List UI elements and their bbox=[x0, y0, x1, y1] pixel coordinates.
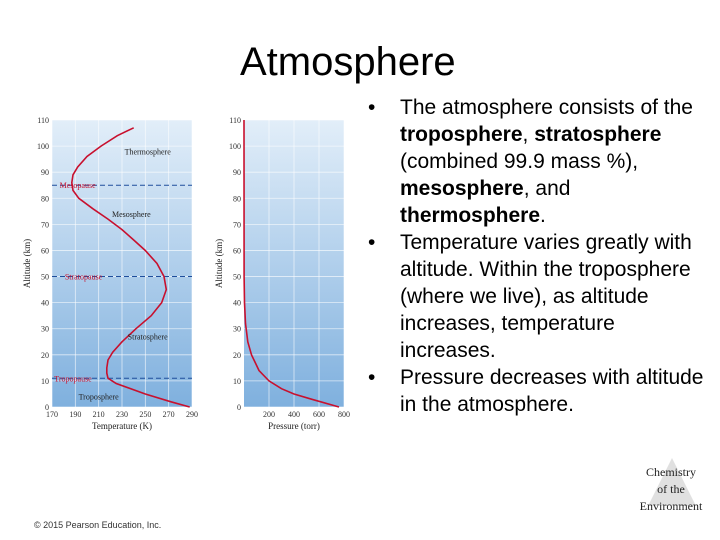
bullet-dot-icon: • bbox=[368, 231, 376, 254]
bullet-item: • The atmosphere consists of the troposph… bbox=[368, 94, 713, 229]
x-tick-label: 250 bbox=[139, 410, 151, 419]
y-tick-label: 70 bbox=[233, 220, 241, 229]
x-tick-label: 290 bbox=[186, 410, 198, 419]
y-tick-label: 30 bbox=[41, 325, 49, 334]
x-axis-label: Temperature (K) bbox=[92, 421, 152, 431]
bullet-bold-term: thermosphere bbox=[400, 204, 541, 227]
logo-line-2: of the bbox=[657, 482, 685, 496]
boundary-label: Stratopause bbox=[65, 273, 103, 282]
y-tick-label: 0 bbox=[237, 403, 241, 412]
y-tick-label: 80 bbox=[41, 194, 49, 203]
bullet-text: , bbox=[522, 123, 535, 146]
y-axis-label: Altitude (km) bbox=[22, 239, 32, 288]
bullet-item: • Temperature varies greatly with altitud… bbox=[368, 229, 713, 364]
y-tick-label: 20 bbox=[233, 351, 241, 360]
y-tick-label: 10 bbox=[41, 377, 49, 386]
bullet-bold-term: stratosphere bbox=[534, 123, 662, 146]
bullet-text: (combined 99.9 mass %), bbox=[400, 150, 639, 173]
layer-label: Stratosphere bbox=[128, 333, 168, 342]
bullet-bold-term: troposphere bbox=[400, 123, 523, 146]
y-tick-label: 100 bbox=[229, 142, 241, 151]
slide-title: Atmosphere bbox=[240, 40, 456, 84]
logo-line-3: Environment bbox=[639, 499, 703, 513]
bullet-dot-icon: • bbox=[368, 96, 376, 119]
layer-label: Mesosphere bbox=[112, 210, 151, 219]
x-tick-label: 400 bbox=[288, 410, 300, 419]
bullet-item: • Pressure decreases with altitude in the… bbox=[368, 364, 713, 418]
bullet-text: , and bbox=[523, 177, 571, 200]
y-tick-label: 60 bbox=[233, 246, 241, 255]
y-tick-label: 40 bbox=[233, 299, 241, 308]
x-tick-label: 800 bbox=[338, 410, 350, 419]
boundary-label: Tropopause bbox=[54, 374, 92, 383]
bullet-text: . bbox=[540, 204, 546, 227]
bullet-bold-term: mesosphere bbox=[400, 177, 524, 200]
x-tick-label: 170 bbox=[46, 410, 58, 419]
bullet-text: The atmosphere consists of the bbox=[400, 96, 693, 119]
y-tick-label: 0 bbox=[45, 403, 49, 412]
layer-label: Thermosphere bbox=[125, 147, 172, 156]
bullet-text: Temperature varies greatly with altitude… bbox=[400, 231, 692, 362]
chemistry-of-the-environment-logo: Chemistry of the Environment bbox=[628, 458, 714, 518]
triangle-icon bbox=[648, 458, 696, 506]
y-tick-label: 40 bbox=[41, 299, 49, 308]
y-tick-label: 90 bbox=[233, 168, 241, 177]
x-tick-label: 200 bbox=[263, 410, 275, 419]
temperature-altitude-chart: 0 10 20 30 40 50 60 70 80 90 100 110 170 190 210 230 250… bbox=[22, 116, 198, 431]
y-tick-label: 80 bbox=[233, 194, 241, 203]
bullet-dot-icon: • bbox=[368, 366, 376, 389]
y-tick-label: 110 bbox=[37, 116, 49, 125]
x-axis-label: Pressure (torr) bbox=[268, 421, 320, 431]
bullet-list: • The atmosphere consists of the troposph… bbox=[368, 94, 713, 418]
copyright-notice: © 2015 Pearson Education, Inc. bbox=[34, 520, 162, 530]
y-tick-label: 90 bbox=[41, 168, 49, 177]
y-tick-label: 100 bbox=[37, 142, 49, 151]
logo-line-1: Chemistry bbox=[646, 465, 696, 479]
y-axis-label: Altitude (km) bbox=[214, 239, 224, 288]
y-tick-label: 20 bbox=[41, 351, 49, 360]
pressure-altitude-chart: 0 10 20 30 40 50 60 70 80 90 100 110 200 400 600 800 Pre… bbox=[214, 116, 350, 431]
boundary-label: Mesopause bbox=[60, 181, 96, 190]
y-tick-label: 10 bbox=[233, 377, 241, 386]
y-tick-label: 70 bbox=[41, 220, 49, 229]
x-tick-label: 190 bbox=[69, 410, 81, 419]
x-tick-label: 600 bbox=[313, 410, 325, 419]
y-tick-label: 50 bbox=[41, 273, 49, 282]
x-tick-label: 210 bbox=[93, 410, 105, 419]
y-tick-label: 50 bbox=[233, 273, 241, 282]
x-tick-label: 230 bbox=[116, 410, 128, 419]
temperature-curve bbox=[70, 127, 190, 408]
y-tick-label: 110 bbox=[229, 116, 241, 125]
y-tick-label: 60 bbox=[41, 246, 49, 255]
bullet-text: Pressure decreases with altitude in the … bbox=[400, 366, 704, 416]
x-tick-label: 270 bbox=[163, 410, 175, 419]
layer-label: Troposphere bbox=[79, 393, 120, 402]
pressure-curve bbox=[243, 119, 340, 408]
y-tick-label: 30 bbox=[233, 325, 241, 334]
